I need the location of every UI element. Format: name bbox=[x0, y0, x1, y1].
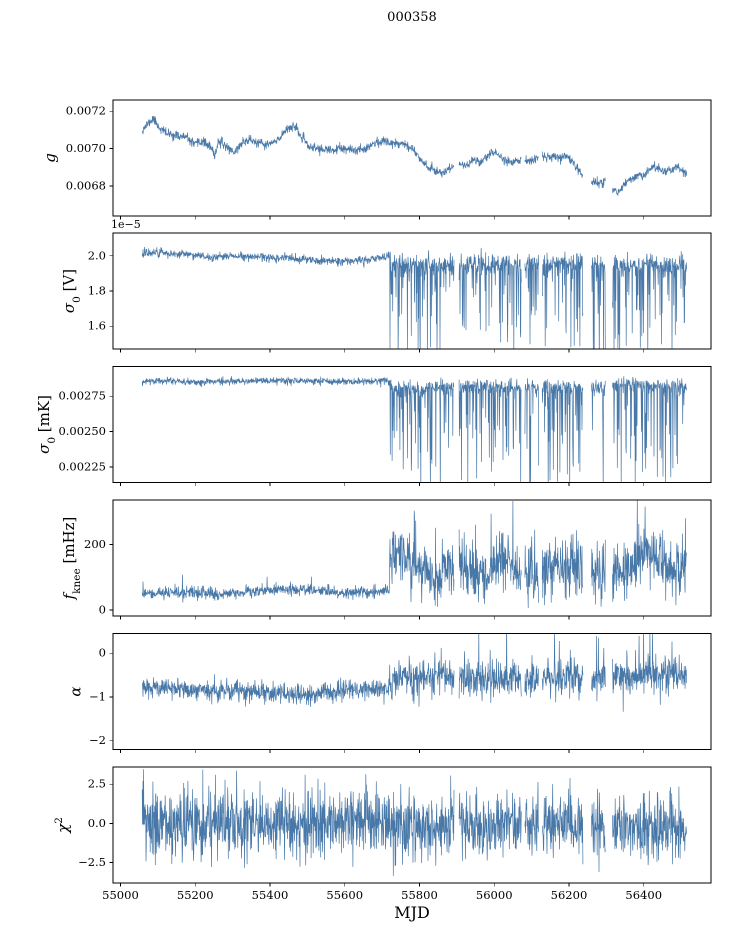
y-tick-label: 0.0070 bbox=[66, 141, 106, 155]
panel-alpha-series bbox=[141, 633, 687, 712]
y-tick-label: 2.0 bbox=[88, 248, 106, 262]
panel-alpha: −2 −1 0 α bbox=[66, 633, 712, 753]
panel-alpha-ylabel: α bbox=[66, 686, 84, 696]
panel-chi2-series bbox=[141, 769, 687, 876]
panel-sigma0_V-ylabel: σ0 [V] bbox=[60, 269, 83, 313]
x-tick-label: 55200 bbox=[177, 888, 214, 902]
x-tick-label: 55400 bbox=[252, 888, 289, 902]
y-tick-label: 0 bbox=[99, 603, 106, 617]
panel-alpha-border bbox=[112, 633, 712, 750]
panel-chi2: 55000 55200 55400 55600 55800 56000 56200 56400… bbox=[53, 766, 712, 902]
figure-title: 000358 bbox=[387, 10, 437, 25]
panel-chi2-border bbox=[112, 766, 712, 884]
panel-g: 0.0068 0.0070 0.0072 g bbox=[41, 99, 712, 220]
panel-sigma0_mK-border bbox=[112, 366, 712, 483]
x-tick-label: 55000 bbox=[102, 888, 139, 902]
panel-fknee-series bbox=[141, 500, 687, 609]
y-tick-label: 0.00275 bbox=[58, 389, 106, 403]
y-tick-label: −2 bbox=[89, 733, 106, 747]
panel-g-series bbox=[141, 115, 687, 197]
y-tick-label: 1.8 bbox=[88, 284, 106, 298]
x-tick-label: 56400 bbox=[625, 888, 662, 902]
y-tick-label: 2.5 bbox=[88, 777, 106, 791]
panel-sigma0_mK-ylabel: σ0 [mK] bbox=[35, 395, 58, 454]
y-tick-label: 0.0072 bbox=[66, 104, 106, 118]
y-tick-label: 0.0068 bbox=[66, 179, 106, 193]
x-tick-label: 55800 bbox=[401, 888, 438, 902]
x-tick-label: 56200 bbox=[551, 888, 588, 902]
x-axis-label: MJD bbox=[394, 903, 430, 922]
panel-sigma0_V-offset-text: 1e−5 bbox=[111, 218, 141, 231]
y-tick-label: 1.6 bbox=[88, 319, 106, 333]
panel-g-ylabel: g bbox=[41, 153, 59, 163]
y-tick-label: 0.00225 bbox=[58, 459, 106, 473]
panel-g-border bbox=[112, 99, 712, 217]
y-tick-label: −2.5 bbox=[78, 855, 106, 869]
panel-chi2-ylabel: χ2 bbox=[53, 817, 72, 834]
panel-sigma0_mK-series bbox=[141, 376, 687, 483]
panel-sigma0_V: 1.6 1.8 2.0 1e−5 σ0 [V] bbox=[60, 218, 712, 353]
panel-fknee-border bbox=[112, 499, 712, 617]
x-tick-label: 55600 bbox=[326, 888, 363, 902]
panel-sigma0_V-series bbox=[141, 246, 687, 349]
panel-fknee-ylabel: fknee [mHz] bbox=[60, 517, 83, 601]
y-tick-label: 200 bbox=[84, 537, 106, 551]
y-tick-label: 0.0 bbox=[88, 816, 106, 830]
y-tick-label: 0 bbox=[99, 646, 106, 660]
x-tick-label: 56000 bbox=[476, 888, 513, 902]
y-tick-label: −1 bbox=[89, 689, 106, 703]
y-tick-label: 0.00250 bbox=[58, 424, 106, 438]
panel-sigma0_V-border bbox=[112, 232, 712, 350]
